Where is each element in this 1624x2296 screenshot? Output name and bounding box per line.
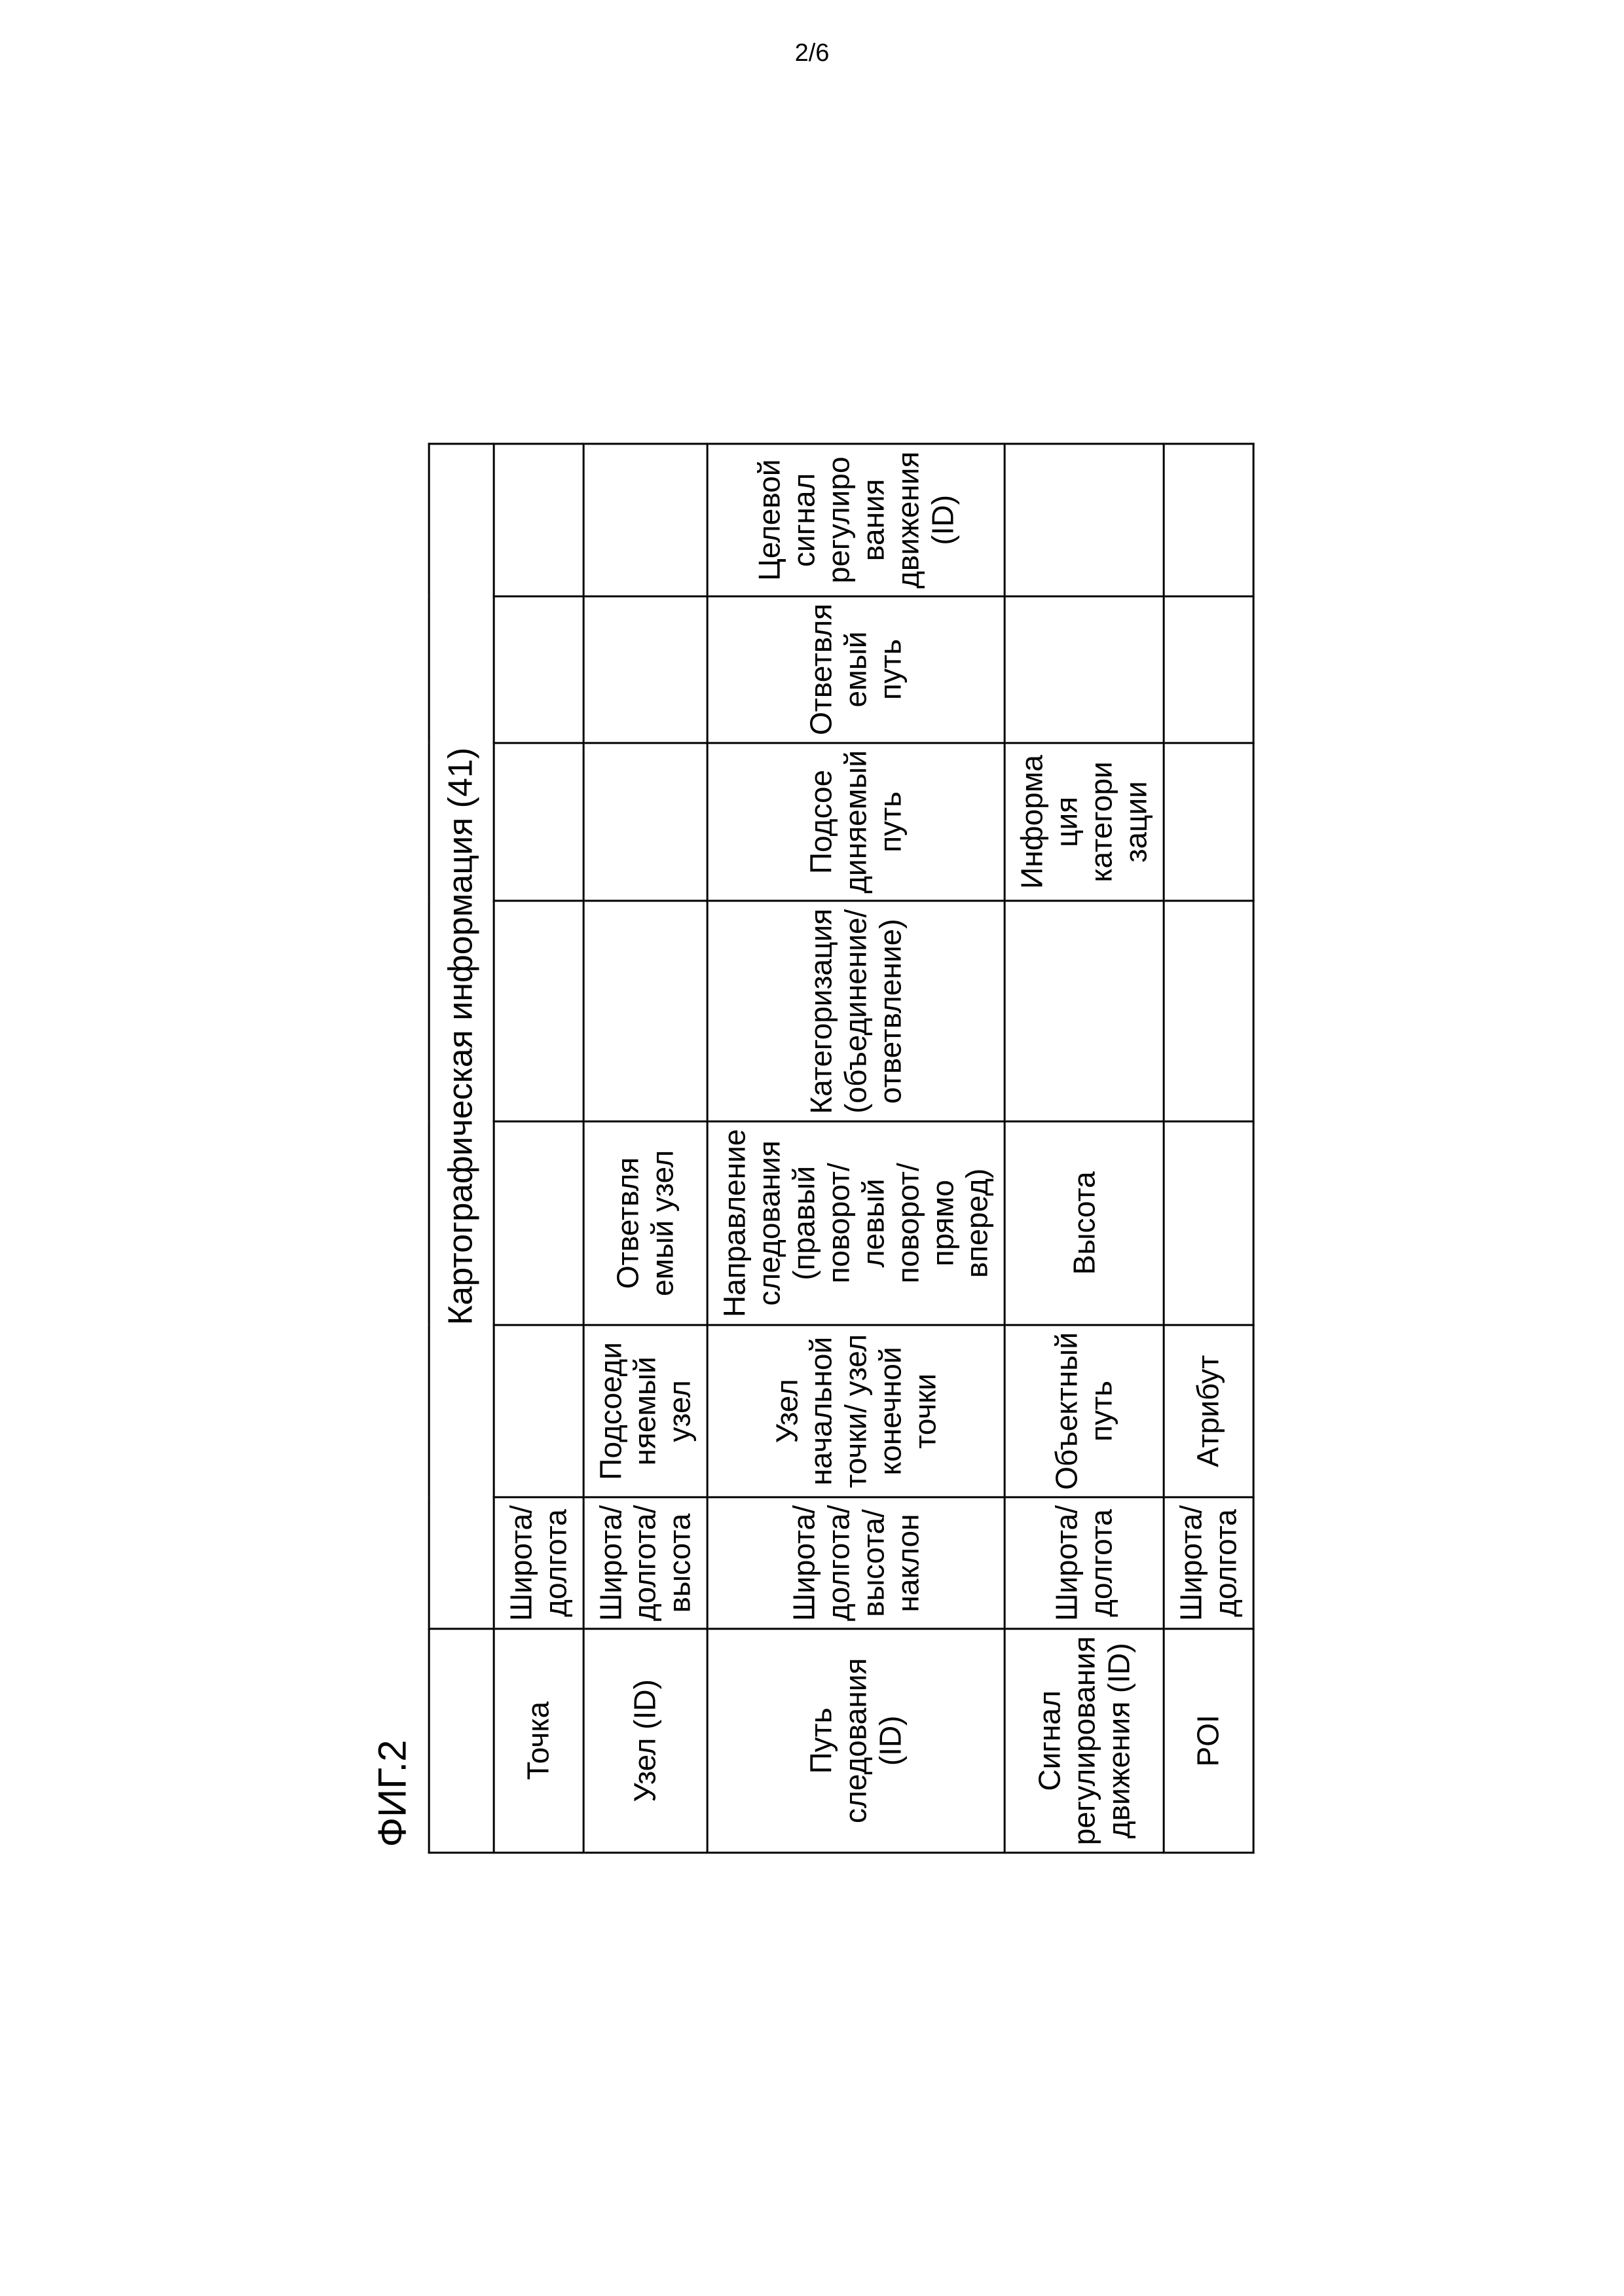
table-cell: Подсоеди няемый узел bbox=[583, 1324, 708, 1497]
table-cell: Широта/ долгота bbox=[494, 1497, 583, 1629]
table-cell bbox=[583, 444, 708, 596]
table-cell bbox=[1164, 444, 1253, 596]
table-cell bbox=[583, 901, 708, 1121]
table-cell: Широта/ долгота bbox=[1164, 1497, 1253, 1629]
table-cell: Высота bbox=[1005, 1121, 1164, 1324]
table-cell bbox=[1164, 596, 1253, 742]
table-cell: Ответвля емый узел bbox=[583, 1121, 708, 1324]
row-header: Точка bbox=[494, 1628, 583, 1852]
table-cell bbox=[494, 444, 583, 596]
table-cell: Узел начальной точки/ узел конечной точк… bbox=[707, 1324, 1005, 1497]
table-cell: Объектный путь bbox=[1005, 1324, 1164, 1497]
row-header: POI bbox=[1164, 1628, 1253, 1852]
table-row: Точка Широта/ долгота bbox=[494, 444, 583, 1853]
table-cell: Широта/ долгота/ высота bbox=[583, 1497, 708, 1629]
table-cell bbox=[494, 1324, 583, 1497]
row-header: Путь следования (ID) bbox=[707, 1628, 1005, 1852]
table-row: Узел (ID) Широта/ долгота/ высота Подсое… bbox=[583, 444, 708, 1853]
table-cell bbox=[1164, 1121, 1253, 1324]
table-cell: Информа ция категори зации bbox=[1005, 742, 1164, 901]
row-header: Сигнал регулирования движения (ID) bbox=[1005, 1628, 1164, 1852]
table-cell: Ответвля емый путь bbox=[707, 596, 1005, 742]
table-row: Сигнал регулирования движения (ID) Широт… bbox=[1005, 444, 1164, 1853]
table-cell bbox=[583, 742, 708, 901]
table-cell bbox=[494, 901, 583, 1121]
table-cell bbox=[1005, 901, 1164, 1121]
table-cell bbox=[1005, 444, 1164, 596]
table-cell bbox=[1164, 901, 1253, 1121]
row-header: Узел (ID) bbox=[583, 1628, 708, 1852]
table-cell: Направление следования (правый поворот/ … bbox=[707, 1121, 1005, 1324]
table-cell bbox=[1005, 596, 1164, 742]
table-cell bbox=[494, 742, 583, 901]
table-row: Путь следования (ID) Широта/ долгота/ вы… bbox=[707, 444, 1005, 1853]
figure-label: ФИГ.2 bbox=[370, 443, 415, 1847]
table-cell: Широта/ долгота/ высота/ наклон bbox=[707, 1497, 1005, 1629]
table-cell: Целевой сигнал регулиро вания движения (… bbox=[707, 444, 1005, 596]
table-cell: Атрибут bbox=[1164, 1324, 1253, 1497]
table-cell: Категоризация (объединение/ ответвление) bbox=[707, 901, 1005, 1121]
table-cell: Широта/ долгота bbox=[1005, 1497, 1164, 1629]
map-info-table: Картографическая информация (41) Точка Ш… bbox=[428, 443, 1255, 1853]
table-corner-cell bbox=[429, 1628, 494, 1852]
figure-container: ФИГ.2 Картографическая информация (41) Т… bbox=[370, 443, 1255, 1853]
table-cell: Подсое диняемый путь bbox=[707, 742, 1005, 901]
table-cell bbox=[583, 596, 708, 742]
table-row: POI Широта/ долгота Атрибут bbox=[1164, 444, 1253, 1853]
table-cell bbox=[494, 1121, 583, 1324]
page-number: 2/6 bbox=[795, 39, 830, 67]
table-cell bbox=[494, 596, 583, 742]
table-title: Картографическая информация (41) bbox=[429, 444, 494, 1629]
table-cell bbox=[1164, 742, 1253, 901]
